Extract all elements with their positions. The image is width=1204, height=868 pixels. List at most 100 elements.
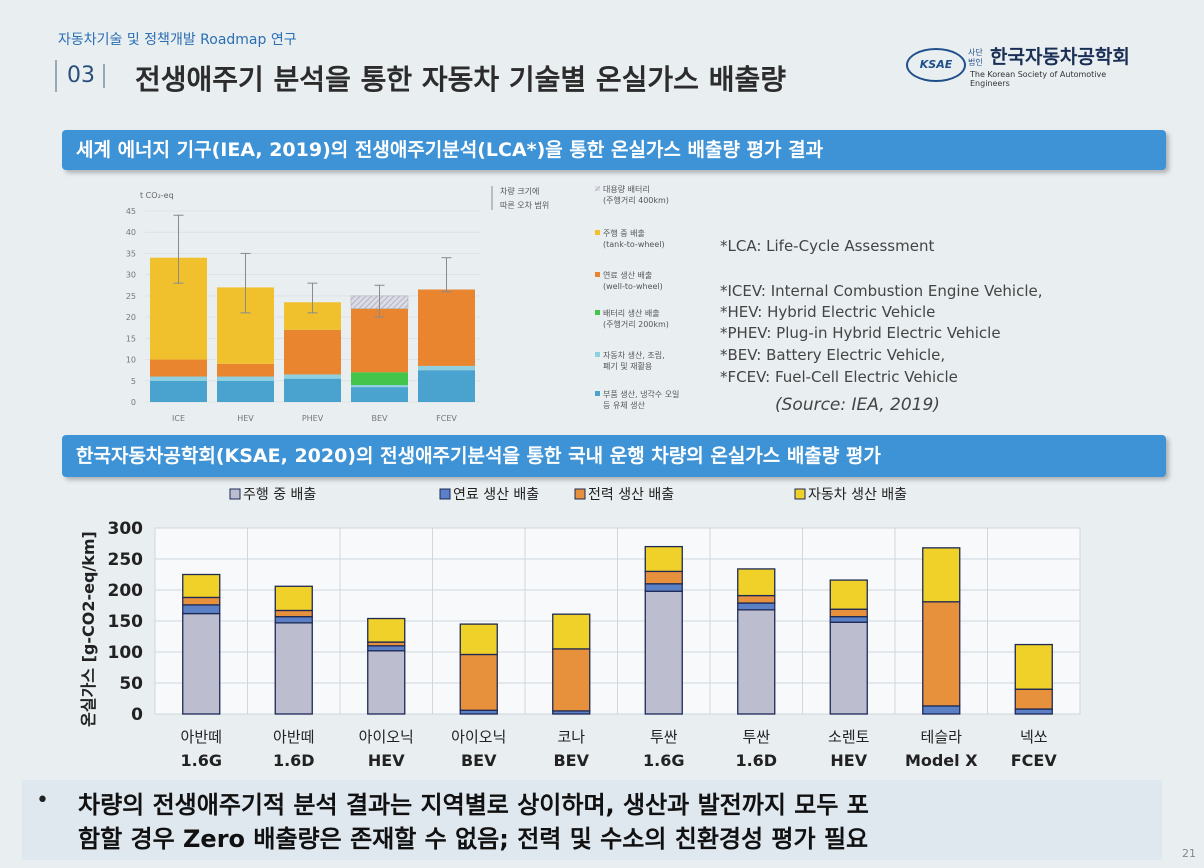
legend-label: 폐기 및 재활용 [603, 361, 652, 371]
logo-name: 한국자동차공학회 [990, 46, 1130, 68]
legend-swatch [574, 488, 586, 500]
bar-segment [284, 374, 341, 379]
summary-box: • 차량의 전생애주기적 분석 결과는 지역별로 상이하며, 생산과 발전까지 … [22, 780, 1162, 860]
x-tick-label: BEV [553, 751, 589, 770]
y-tick-label: 100 [108, 643, 144, 663]
note-bev: *BEV: Battery Electric Vehicle, [720, 346, 946, 364]
x-tick-label: 아이오닉 [451, 728, 506, 746]
legend-swatch [595, 272, 600, 277]
note-phev: *PHEV: Plug-in Hybrid Electric Vehicle [720, 324, 1001, 342]
logo-small-text: 사단법인 [968, 48, 983, 67]
x-tick-label: 테슬라 [921, 728, 963, 746]
y-tick-label: 10 [126, 356, 136, 365]
bar-segment [737, 602, 776, 611]
legend-label: (tank-to-wheel) [603, 240, 665, 249]
x-tick-label: BEV [371, 414, 388, 423]
legend-swatch [595, 230, 600, 235]
bar-segment [644, 570, 683, 585]
y-tick-label: 50 [119, 674, 143, 694]
x-tick-label: 투싼 [650, 728, 678, 746]
x-tick-label: 아반떼 [181, 728, 222, 746]
note-fcev: *FCEV: Fuel-Cell Electric Vehicle [720, 368, 958, 386]
bar-segment [182, 612, 221, 715]
y-tick-label: 0 [131, 398, 136, 407]
x-tick-label: 1.6G [643, 751, 684, 770]
legend-label: 자동차 생산 배출 [808, 487, 907, 503]
x-tick-label: HEV [237, 414, 254, 423]
bar-segment [150, 380, 207, 402]
y-tick-label: 25 [126, 292, 136, 301]
legend-label: 주행 중 배출 [603, 228, 645, 238]
summary-line-2: 함할 경우 Zero 배출량은 존재할 수 없음; 전력 및 수소의 친환경성 … [78, 825, 869, 853]
bar-segment [1014, 708, 1053, 715]
bullet-icon: • [36, 788, 49, 813]
bar-segment [150, 359, 207, 377]
error-legend-label: 따른 오차 범위 [500, 200, 549, 210]
bar-segment [737, 609, 776, 715]
x-tick-label: 아이오닉 [359, 728, 414, 746]
bar-segment [274, 616, 313, 624]
page-number: 21 [1182, 847, 1196, 860]
bar-segment [922, 601, 961, 707]
y-tick-label: 0 [131, 705, 143, 725]
section-number: 03 [55, 60, 105, 92]
bar-segment [644, 545, 683, 573]
bar-segment [829, 608, 868, 618]
y-tick-label: 35 [126, 249, 136, 258]
bar-segment [182, 604, 221, 615]
legend-label: 부품 생산, 냉각수 오일 [603, 389, 679, 399]
bar-segment [217, 380, 274, 402]
legend-label: 배터리 생산 배출 [603, 308, 660, 318]
bar-segment [552, 613, 591, 650]
bar-segment [351, 385, 408, 388]
y-axis-title: t CO₂-eq [140, 191, 174, 200]
bar-segment [1014, 688, 1053, 710]
bar-segment [418, 289, 475, 366]
y-tick-label: 200 [108, 581, 144, 601]
legend-label: 연료 생산 배출 [603, 270, 652, 280]
x-tick-label: FCEV [436, 414, 457, 423]
note-hev: *HEV: Hybrid Electric Vehicle [720, 303, 936, 321]
bar-segment [217, 363, 274, 377]
x-tick-label: HEV [368, 751, 405, 770]
bar-segment [644, 583, 683, 592]
legend-swatch [229, 488, 241, 500]
x-tick-label: FCEV [1011, 751, 1058, 770]
error-legend-label: 차량 크기에 [500, 186, 539, 196]
y-tick-label: 30 [126, 271, 136, 280]
legend-label: (주행거리 400km) [603, 195, 669, 205]
top-note: 자동차기술 및 정책개발 Roadmap 연구 [58, 32, 297, 48]
legend-label: 연료 생산 배출 [453, 487, 539, 503]
x-tick-label: 투싼 [742, 728, 770, 746]
x-tick-label: ICE [172, 414, 185, 423]
y-axis-title: 온실가스 [g-CO2-eq/km] [79, 531, 98, 727]
bar-segment [274, 609, 313, 618]
y-tick-label: 5 [131, 377, 136, 386]
bar-segment [737, 594, 776, 604]
bar-segment [829, 579, 868, 610]
bar-segment [274, 622, 313, 715]
y-tick-label: 15 [126, 334, 136, 343]
y-tick-label: 40 [126, 228, 136, 237]
ksae-logo: KSAE 사단법인 한국자동차공학회 The Korean Society of… [906, 38, 1146, 90]
logo-mark: KSAE [906, 48, 966, 82]
legend-label: 자동차 생산, 조립, [603, 350, 665, 360]
bar-segment [367, 650, 406, 715]
x-tick-label: 1.6G [181, 751, 222, 770]
x-tick-label: 아반떼 [273, 728, 314, 746]
bar-segment [418, 370, 475, 402]
note-lca: *LCA: Life-Cycle Assessment [720, 237, 935, 255]
section-banner-iea: 세계 에너지 기구(IEA, 2019)의 전생애주기분석(LCA*)을 통한 … [62, 130, 1166, 170]
x-tick-label: BEV [461, 751, 497, 770]
bar-segment [922, 705, 961, 715]
x-tick-label: 1.6D [273, 751, 315, 770]
bar-segment [182, 573, 221, 599]
bar-segment [922, 547, 961, 603]
legend-label: 전력 생산 배출 [588, 487, 674, 503]
iea-lca-chart: t CO₂-eq 0 5 10 15 20 25 30 35 40 45 ICE HEV PHEV BEV F… [126, 184, 680, 423]
bar-segment [829, 621, 868, 715]
bar-segment [150, 376, 207, 381]
y-tick-label: 300 [108, 519, 144, 539]
bar-segment [459, 653, 498, 711]
x-tick-label: 넥쏘 [1020, 728, 1048, 746]
